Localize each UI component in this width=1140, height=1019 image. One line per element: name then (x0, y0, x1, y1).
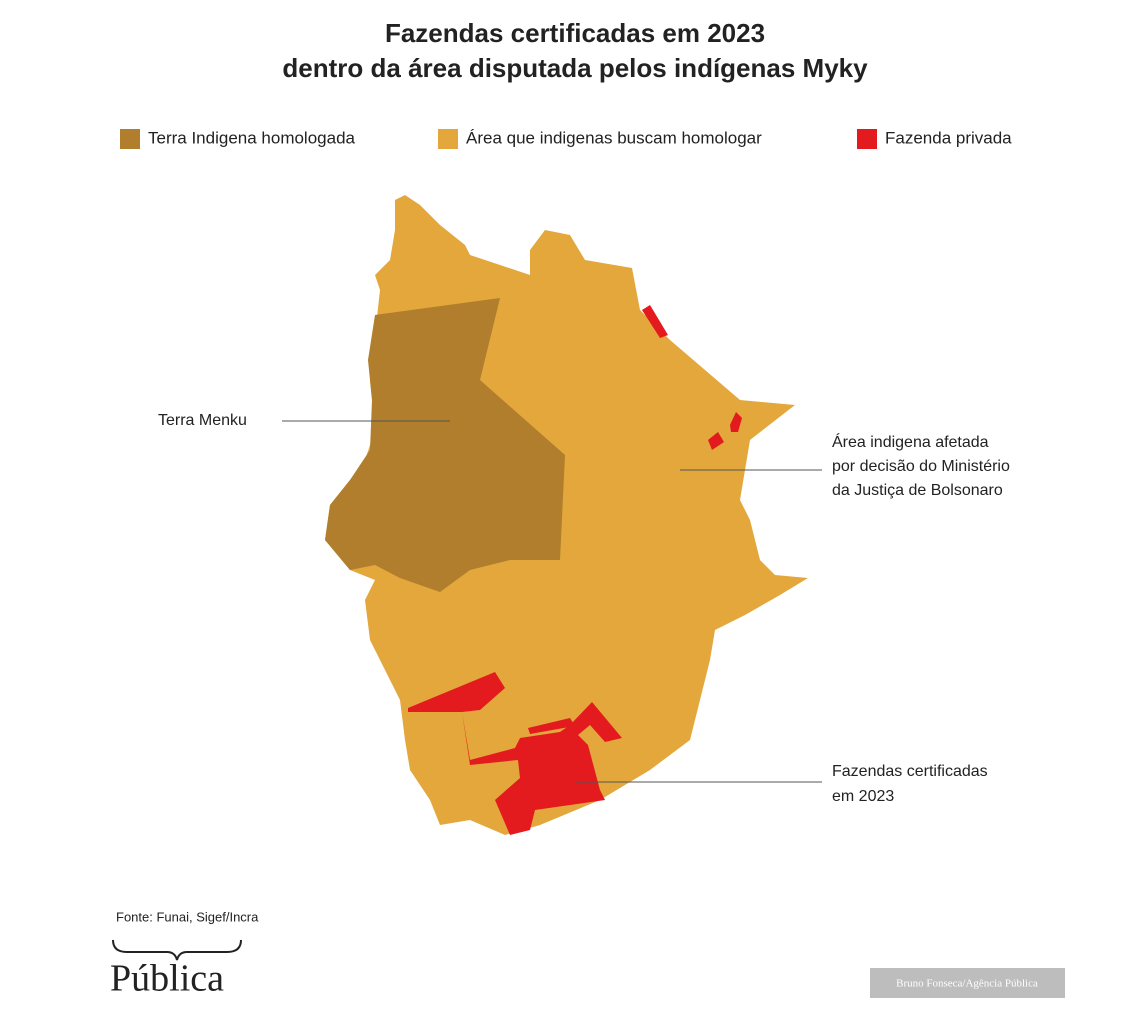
logo-bracket (112, 939, 242, 961)
farm (708, 432, 724, 450)
legend-swatch (438, 129, 458, 149)
source: Fonte: Funai, Sigef/Incra (116, 909, 259, 924)
annotation: Área indigena afetada (832, 432, 989, 451)
logo: Pública (110, 958, 224, 1000)
annotation: em 2023 (832, 788, 894, 805)
annotation: da Justiça de Bolsonaro (832, 482, 1003, 499)
farm (730, 412, 742, 432)
legend-swatch (857, 129, 877, 149)
homologated-land (325, 298, 565, 592)
legend-label: Terra Indigena homologada (148, 128, 356, 147)
annotation: Terra Menku (158, 412, 247, 429)
credit: Bruno Fonseca/Agência Pública (896, 978, 1038, 990)
annotation: por decisão do Ministério (832, 458, 1010, 475)
annotation: Fazendas certificadas (832, 763, 988, 780)
title-line: Fazendas certificadas em 2023 (385, 18, 765, 48)
farms (408, 305, 742, 835)
credit-box (870, 968, 1065, 998)
legend-swatch (120, 129, 140, 149)
legend-label: Área que indigenas buscam homologar (466, 128, 762, 147)
farm (528, 718, 575, 734)
legend-label: Fazenda privada (885, 128, 1012, 147)
farm (642, 305, 668, 338)
title-line: dentro da área disputada pelos indígenas… (282, 53, 868, 83)
farm (408, 672, 622, 835)
